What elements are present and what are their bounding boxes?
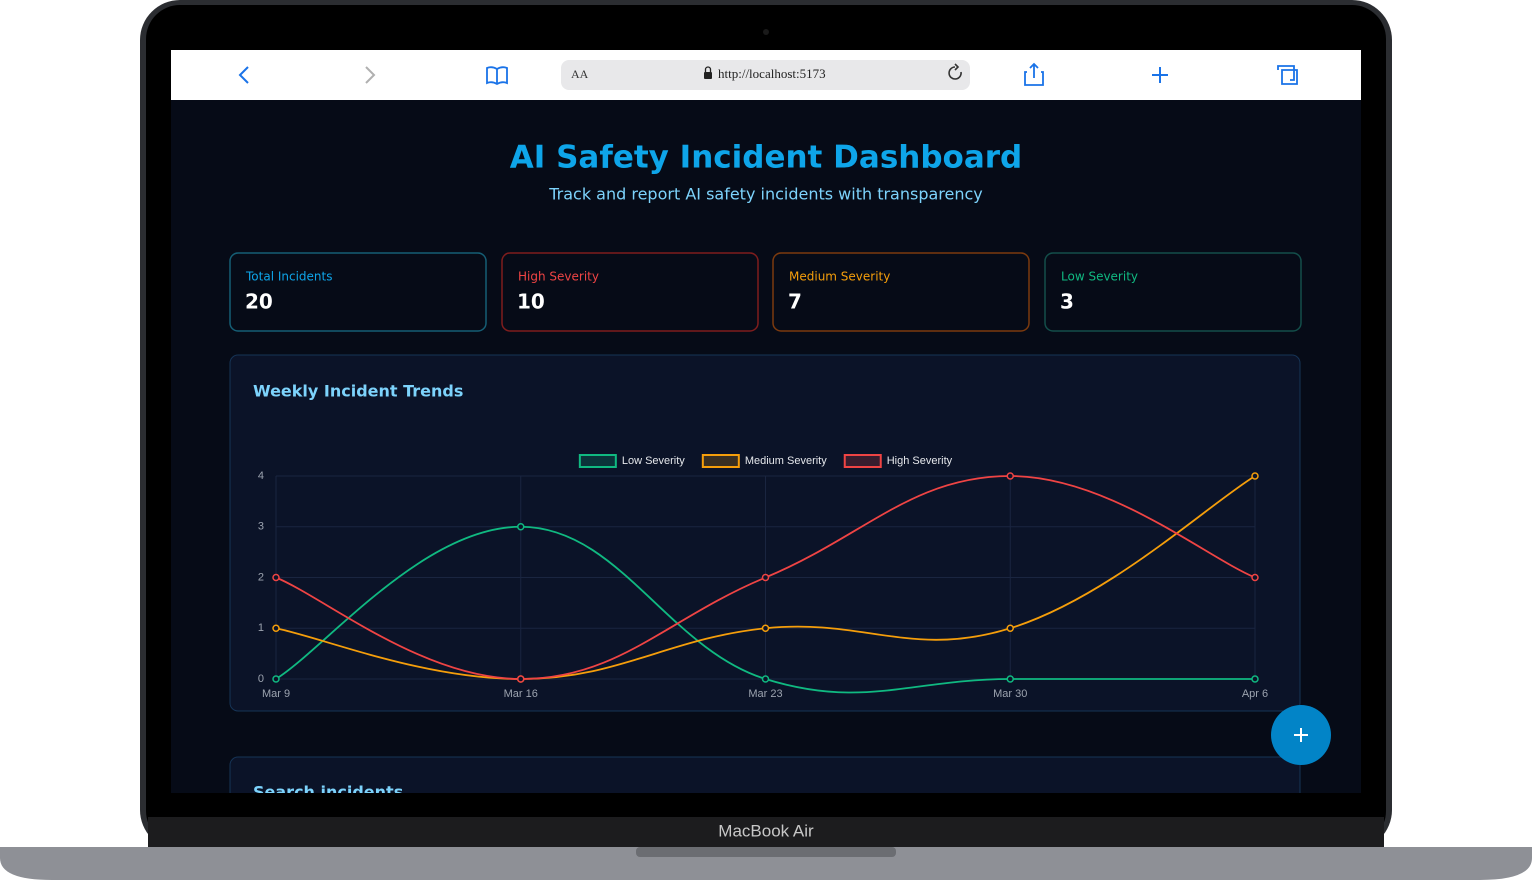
stat-card (501, 252, 759, 332)
page-title: AI Safety Incident Dashboard (510, 140, 1022, 176)
data-point (1251, 675, 1259, 683)
data-point (1006, 624, 1014, 632)
stat-label: Medium Severity (789, 270, 890, 284)
stat-label: Total Incidents (245, 270, 332, 284)
x-tick-label: Mar 23 (748, 688, 782, 700)
legend-swatch (701, 454, 740, 468)
tabs-button[interactable] (1277, 65, 1298, 85)
chart: Mar 9 Mar 16 Mar 23 Mar 30 Apr 6 0 1 2 3 4 Low Sev… (258, 454, 1268, 700)
data-point (761, 624, 770, 632)
hinge (148, 817, 1384, 847)
stat-label: Low Severity (1061, 270, 1138, 284)
data-point (272, 624, 280, 632)
x-tick-label: Mar 9 (262, 688, 290, 700)
x-tick-label: Mar 16 (504, 688, 538, 700)
x-tick-label: Mar 30 (993, 688, 1027, 700)
search-title: Search incidents (253, 783, 403, 802)
add-icon (1294, 728, 1308, 742)
device-label: MacBook Air (718, 821, 814, 840)
page-subtitle: Track and report AI safety incidents wit… (548, 185, 983, 204)
legend-label: Medium Severity (745, 455, 827, 467)
data-point (517, 523, 525, 531)
y-tick-label: 2 (258, 571, 264, 583)
reload-button[interactable] (948, 63, 962, 80)
share-button[interactable] (1024, 62, 1044, 86)
series-line (275, 525, 1255, 694)
x-tick-label: Apr 6 (1242, 688, 1268, 700)
back-button[interactable] (238, 66, 249, 84)
data-point (272, 675, 280, 683)
screen: AA http://localhost:5173 AI Safety Incid… (171, 50, 1361, 802)
stat-value: 3 (1060, 290, 1074, 314)
base-notch (636, 847, 896, 857)
legend-swatch (578, 454, 617, 468)
data-point (517, 675, 525, 683)
reader-button[interactable]: AA (571, 67, 589, 81)
url-text: http://localhost:5173 (718, 66, 826, 81)
data-point (272, 573, 280, 582)
legend-swatch (843, 454, 882, 468)
data-point (1251, 472, 1259, 480)
y-tick-label: 3 (258, 521, 264, 533)
data-point (761, 675, 770, 683)
address-bar[interactable] (561, 60, 970, 90)
chart-title: Weekly Incident Trends (253, 382, 463, 401)
legend-label: High Severity (887, 455, 953, 467)
new-tab-button[interactable] (1152, 67, 1168, 83)
stat-card (229, 252, 487, 332)
camera (763, 29, 769, 35)
stat-value: 7 (788, 290, 802, 314)
legend-label: Low Severity (622, 455, 685, 467)
stat-card (772, 252, 1030, 332)
stat-value: 10 (517, 290, 545, 314)
stat-value: 20 (245, 290, 273, 314)
lock-shackle (704, 66, 712, 72)
laptop-base (0, 847, 1532, 880)
y-tick-label: 1 (258, 622, 264, 634)
data-point (761, 573, 770, 582)
data-point (1251, 573, 1259, 582)
stat-label: High Severity (518, 270, 599, 284)
search-panel (229, 756, 1301, 793)
data-point (1006, 675, 1014, 683)
forward-button[interactable] (365, 66, 376, 84)
bookmarks-button[interactable] (486, 66, 508, 86)
stat-card (1044, 252, 1302, 332)
y-tick-label: 4 (258, 470, 264, 482)
lock-icon (704, 72, 712, 79)
data-point (1006, 472, 1014, 480)
y-tick-label: 0 (258, 673, 264, 685)
